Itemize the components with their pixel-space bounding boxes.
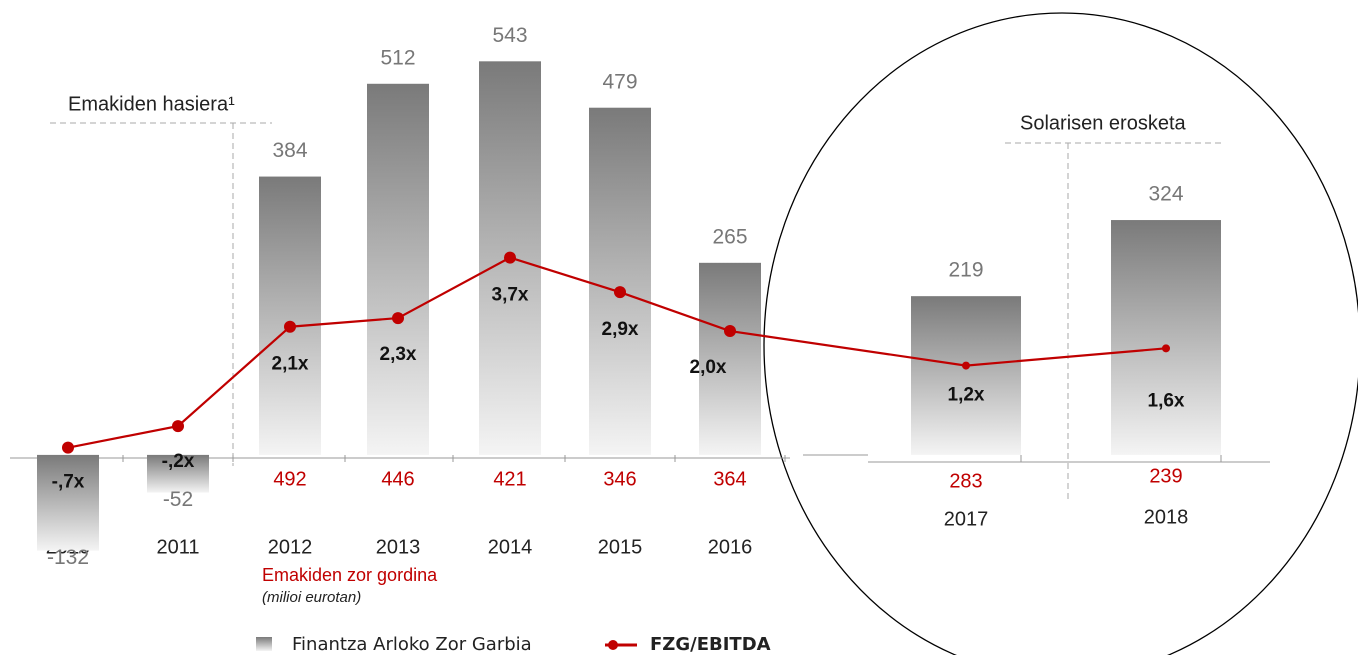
bar-label: 543: [492, 24, 527, 47]
x-tick-label: 2011: [156, 536, 199, 558]
line-point: [172, 420, 184, 433]
bar-label: -52: [163, 488, 193, 511]
line-point: [724, 325, 736, 338]
x-tick-label: 2012: [268, 536, 313, 558]
row-value: 492: [273, 468, 306, 490]
row-value: 283: [949, 470, 982, 492]
bar-label: 384: [272, 139, 307, 162]
x-tick-label: 2018: [1144, 506, 1189, 528]
line-label: 2,9x: [602, 319, 639, 340]
bar-label: 512: [380, 46, 415, 69]
axis: [10, 454, 1270, 463]
bar-label: 324: [1148, 183, 1183, 206]
line-label: 2,1x: [272, 354, 309, 375]
row-value: 421: [493, 468, 526, 490]
x-tick-label: 2013: [376, 536, 421, 558]
row-label: Emakiden zor gordina: [262, 565, 438, 585]
x-tick-label: 2014: [488, 536, 533, 558]
row-value: 239: [1149, 465, 1182, 487]
bar: [259, 176, 321, 455]
bar: [911, 296, 1021, 455]
line-point: [62, 441, 74, 454]
line-point: [614, 286, 626, 299]
x-tick-label: 2017: [944, 508, 989, 530]
bar-label: 219: [948, 259, 983, 282]
legend-label: FZG/EBITDA: [650, 634, 771, 655]
line-label: 2,3x: [380, 344, 417, 365]
line-label: 3,7x: [492, 285, 529, 306]
x-tick-label: 2016: [708, 536, 753, 558]
line-label: -,7x: [52, 472, 85, 493]
bar: [367, 83, 429, 455]
bar: [1111, 220, 1221, 455]
row-value: 446: [381, 468, 414, 490]
legend-swatch: [608, 640, 618, 650]
legend-swatch: [256, 637, 272, 651]
line-point: [284, 320, 296, 333]
line-point: [1162, 344, 1170, 353]
bar: [147, 454, 209, 493]
row-value: 346: [603, 468, 636, 490]
annotation: Solarisen erosketa: [1020, 112, 1187, 134]
bar: [589, 107, 651, 455]
line-point: [962, 361, 970, 370]
row-value: 364: [713, 468, 746, 490]
line-label: 1,6x: [1148, 390, 1185, 411]
highlight-ellipse: [763, 12, 1358, 655]
bar: [699, 262, 761, 455]
line-label: -,2x: [162, 451, 195, 472]
line-label: 1,2x: [948, 385, 985, 406]
annotation: Emakiden hasiera¹: [68, 93, 235, 115]
bar: [37, 454, 99, 551]
line-point: [392, 312, 404, 325]
bar-label: -132: [47, 546, 89, 569]
legend-label: Finantza Arloko Zor Garbia: [292, 634, 532, 655]
line-label: 2,0x: [690, 357, 727, 378]
row-unit: (milioi eurotan): [262, 589, 361, 606]
line-point: [504, 251, 516, 264]
x-tick-label: 2015: [598, 536, 643, 558]
bar-label: 479: [602, 70, 637, 93]
bar-label: 265: [712, 225, 747, 248]
